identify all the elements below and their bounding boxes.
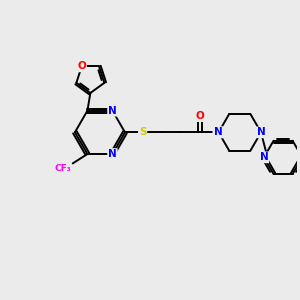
- Text: O: O: [196, 111, 204, 121]
- Text: N: N: [108, 106, 117, 116]
- Text: N: N: [213, 127, 222, 137]
- Text: N: N: [256, 127, 266, 137]
- Text: S: S: [139, 127, 146, 137]
- Text: CF₃: CF₃: [54, 164, 71, 173]
- Text: O: O: [77, 61, 86, 71]
- Text: N: N: [260, 152, 268, 162]
- Text: N: N: [108, 149, 117, 159]
- Text: N: N: [214, 127, 223, 137]
